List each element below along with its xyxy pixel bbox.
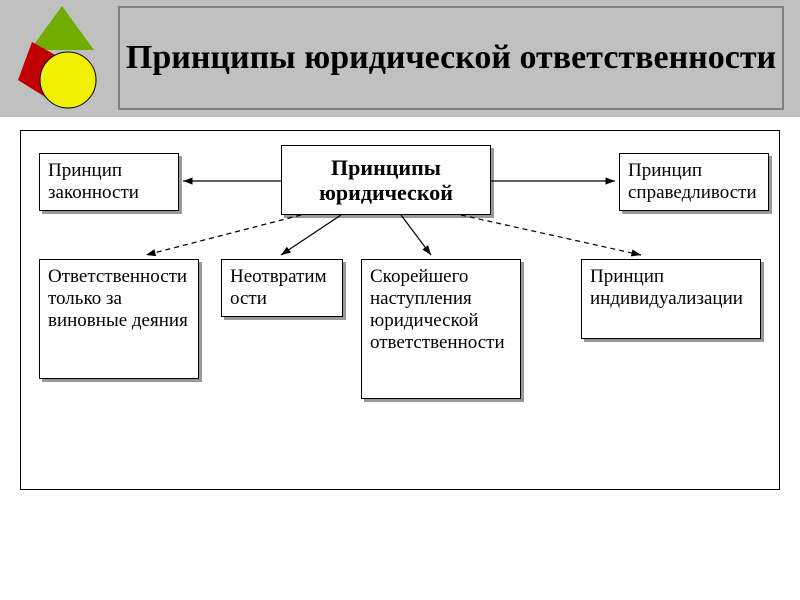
node-guilty-acts: Ответственности только за виновные деяни…: [39, 259, 199, 379]
logo-triangle: [30, 6, 94, 50]
logo: [18, 6, 118, 110]
node-label: Ответственности только за виновные деяни…: [48, 266, 188, 331]
diagram-area: Принципы юридической Принцип законности …: [20, 130, 780, 490]
node-individualization: Принцип индивидуализации: [581, 259, 761, 339]
node-inevitability: Неотвратимости: [221, 259, 343, 317]
node-label: Неотвратимости: [230, 266, 327, 309]
node-justice: Принцип справедливости: [619, 153, 769, 211]
header-band: Принципы юридической ответственности: [0, 0, 800, 117]
node-prompt-onset: Скорейшего наступления юридической ответ…: [361, 259, 521, 399]
node-center-label: Принципы юридической: [290, 155, 482, 206]
node-label: Принцип справедливости: [628, 160, 757, 203]
node-legality: Принцип законности: [39, 153, 179, 211]
page-title: Принципы юридической ответственности: [126, 39, 776, 76]
logo-circle: [40, 52, 96, 108]
node-label: Принцип индивидуализации: [590, 266, 743, 309]
node-label: Принцип законности: [48, 160, 139, 203]
node-label: Скорейшего наступления юридической ответ…: [370, 266, 505, 353]
node-center: Принципы юридической: [281, 145, 491, 215]
title-box: Принципы юридической ответственности: [118, 6, 784, 110]
